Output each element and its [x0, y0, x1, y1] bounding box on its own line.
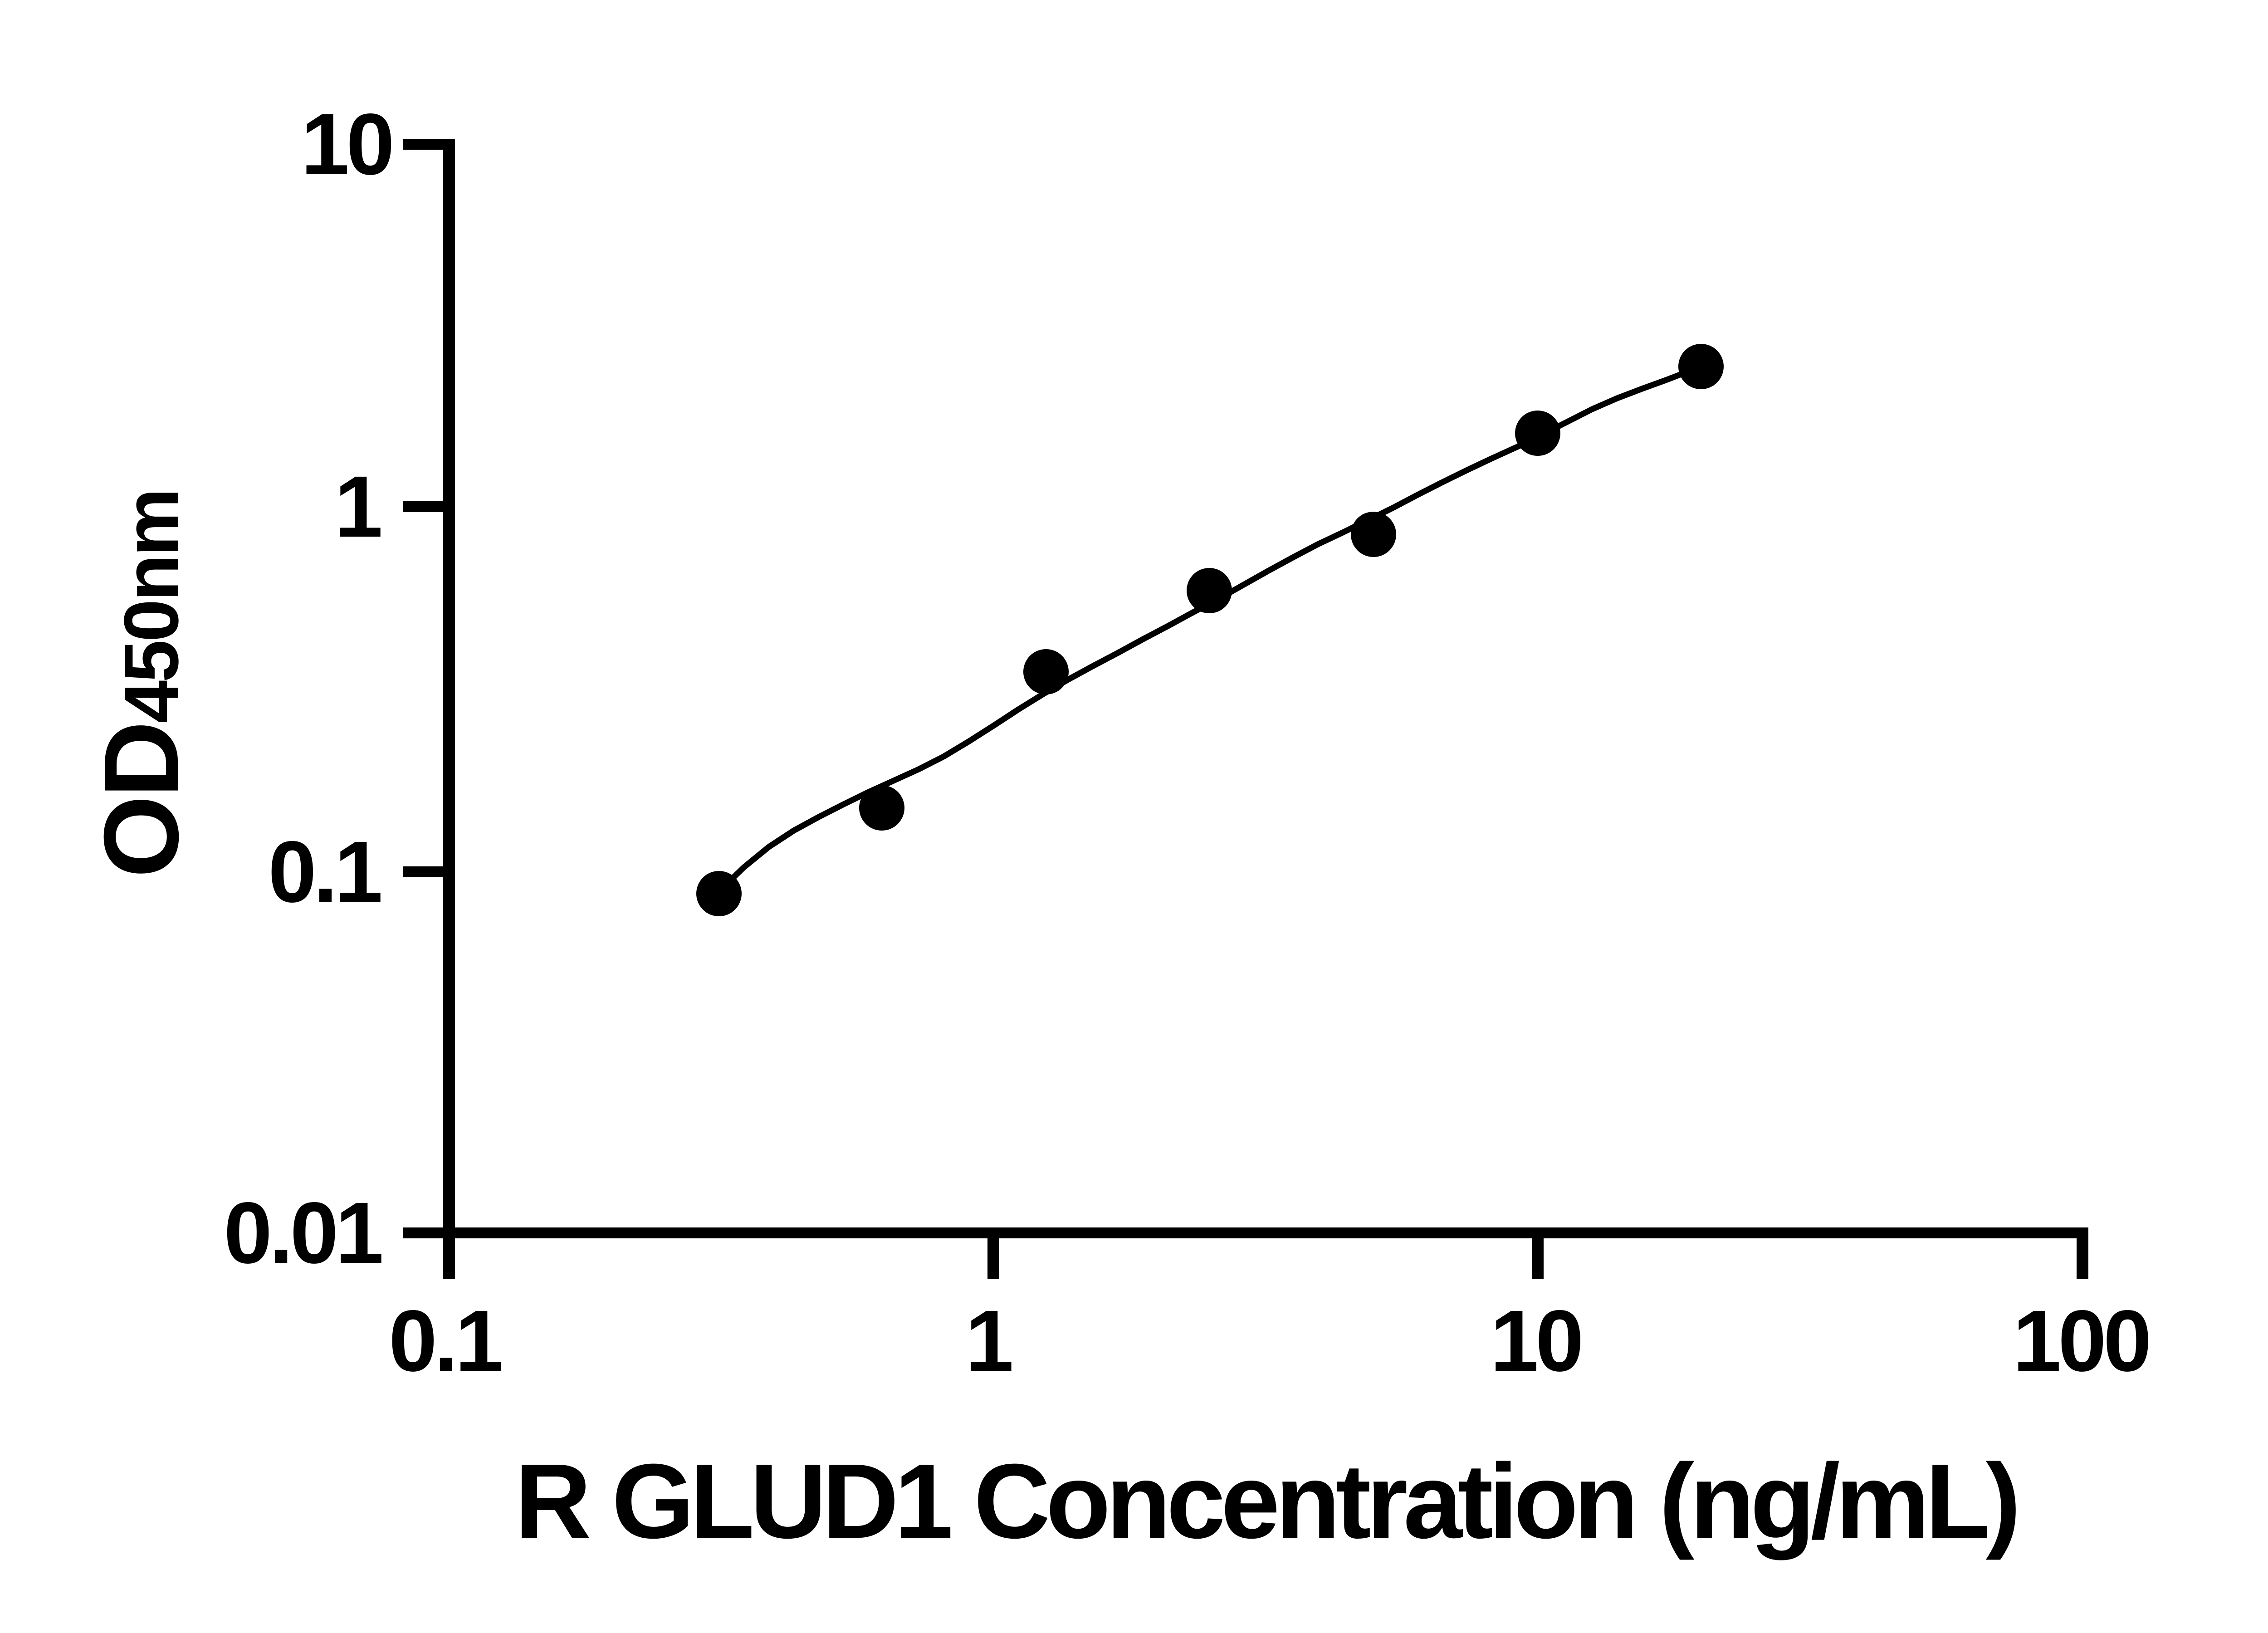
svg-text:R GLUD1 Concentration (ng/mL): R GLUD1 Concentration (ng/mL) [515, 1442, 2017, 1560]
svg-text:1: 1 [965, 1292, 1012, 1389]
svg-text:1: 1 [334, 458, 381, 555]
svg-text:0.1: 0.1 [268, 823, 381, 920]
svg-text:0.01: 0.01 [224, 1184, 381, 1281]
svg-text:10: 10 [301, 95, 391, 193]
svg-text:10: 10 [1490, 1292, 1581, 1389]
svg-text:0.1: 0.1 [389, 1292, 501, 1389]
svg-text:100: 100 [2013, 1292, 2148, 1389]
